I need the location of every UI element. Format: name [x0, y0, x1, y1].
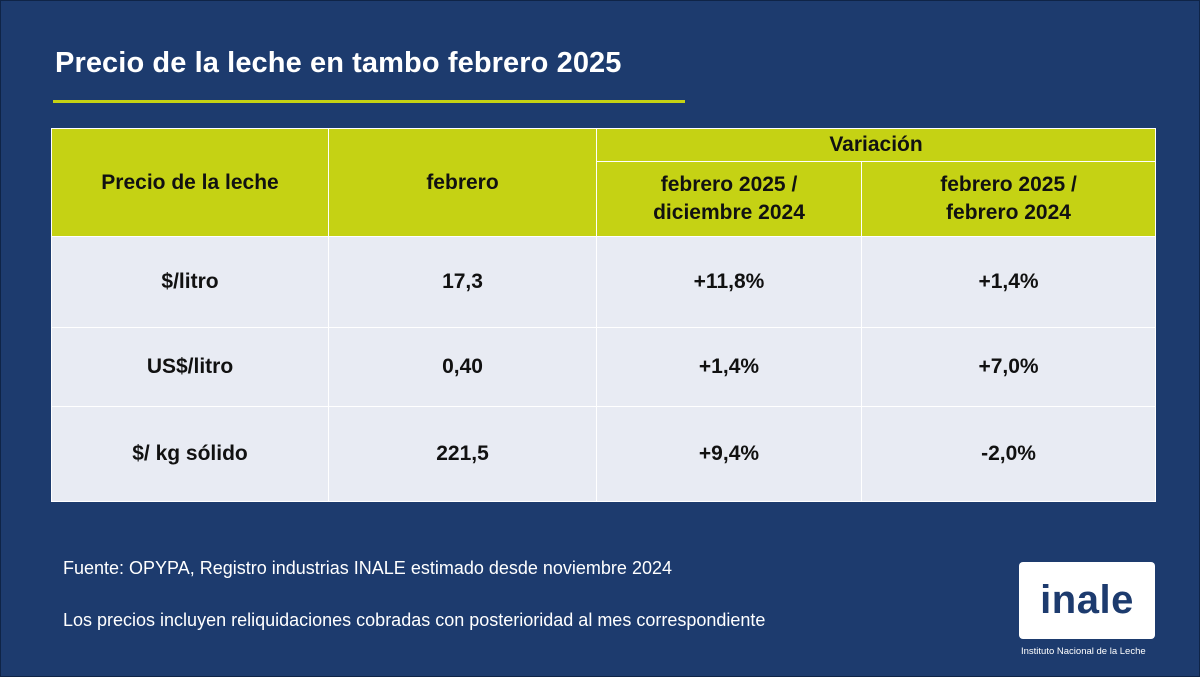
header-price-label: Precio de la leche: [51, 128, 329, 237]
row-var-yoy: +7,0%: [860, 327, 1157, 407]
row-label: $/ kg sólido: [51, 406, 329, 502]
price-note: Los precios incluyen reliquidaciones cob…: [63, 610, 766, 630]
row-var-yoy: +1,4%: [860, 236, 1157, 328]
row-value: 17,3: [328, 236, 597, 328]
row-var-dec: +1,4%: [596, 327, 862, 407]
header-var-yoy: febrero 2025 / febrero 2024: [860, 161, 1157, 237]
row-label: $/litro: [51, 236, 329, 328]
page-title: Precio de la leche en tambo febrero 2025: [55, 47, 622, 79]
row-var-dec: +9,4%: [596, 406, 862, 502]
price-table: Precio de la leche febrero Variación feb…: [51, 128, 1157, 502]
logo-caption: Instituto Nacional de la Leche: [1021, 646, 1146, 657]
row-value: 0,40: [328, 327, 597, 407]
header-var-dec-line1: febrero 2025 /: [660, 173, 798, 196]
row-var-dec: +11,8%: [596, 236, 862, 328]
header-var-dec-line2: diciembre 2024: [653, 201, 805, 224]
header-var-yoy-line2: febrero 2024: [946, 201, 1071, 224]
row-var-yoy: -2,0%: [860, 406, 1157, 502]
inale-logo: inale: [1019, 562, 1155, 639]
row-label: US$/litro: [51, 327, 329, 407]
table-row: $/litro 17,3 +11,8% +1,4%: [51, 236, 1157, 328]
table-row: US$/litro 0,40 +1,4% +7,0%: [51, 327, 1157, 407]
table-row: $/ kg sólido 221,5 +9,4% -2,0%: [51, 406, 1157, 502]
row-value: 221,5: [328, 406, 597, 502]
source-note: Fuente: OPYPA, Registro industrias INALE…: [63, 558, 672, 578]
header-var-dec: febrero 2025 / diciembre 2024: [596, 161, 862, 237]
logo-wordmark: inale: [1040, 578, 1134, 622]
title-underline: [53, 100, 685, 103]
header-month: febrero: [328, 128, 597, 237]
header-var-yoy-line1: febrero 2025 /: [940, 173, 1077, 196]
header-variation: Variación: [595, 128, 1157, 162]
